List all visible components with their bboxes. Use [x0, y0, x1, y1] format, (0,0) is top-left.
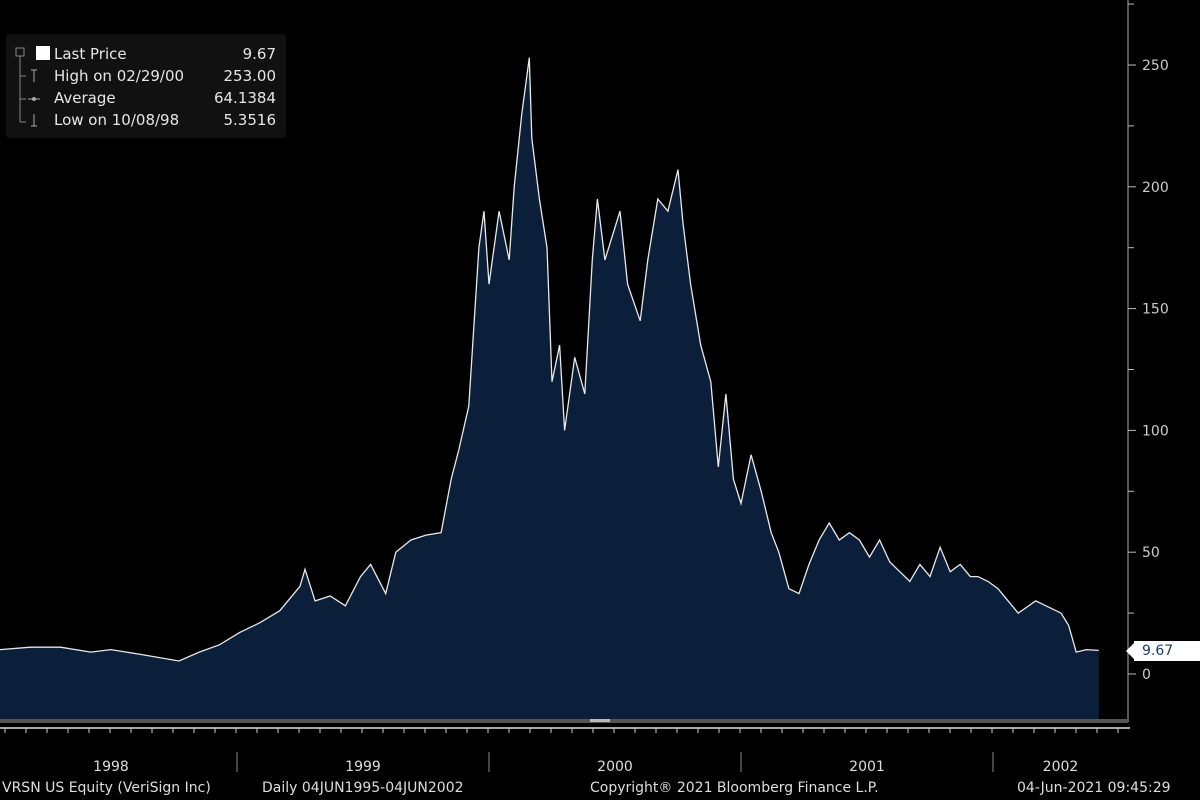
- footer-range: Daily 04JUN1995-04JUN2002: [262, 780, 464, 796]
- legend-high-label: High on 02/29/00: [54, 67, 185, 85]
- plot-area: [0, 57, 1099, 720]
- footer-copyright: Copyright® 2021 Bloomberg Finance L.P.: [590, 780, 879, 796]
- y-tick-label: 150: [1142, 302, 1169, 318]
- x-tick-label: 2000: [597, 759, 633, 775]
- legend-high-value: 253.00: [223, 67, 277, 85]
- footer-timestamp: 04-Jun-2021 09:45:29: [1017, 780, 1171, 796]
- y-tick-label: 0: [1142, 667, 1151, 683]
- x-scrollbar-thumb: [590, 719, 610, 722]
- x-tick-label: 2002: [1043, 759, 1079, 775]
- x-tick-label: 1998: [93, 759, 129, 775]
- y-tick-label: 50: [1142, 545, 1160, 561]
- legend-low-value: 5.3516: [223, 111, 277, 129]
- footer-security: VRSN US Equity (VeriSign Inc): [2, 780, 211, 796]
- price-area: [0, 57, 1099, 720]
- x-scrollbar: [0, 719, 1128, 723]
- y-axis: 0 50 100 150 200 250: [1127, 0, 1169, 722]
- x-tick-label: 2001: [849, 759, 885, 775]
- legend-low-label: Low on 10/08/98: [54, 111, 180, 129]
- y-tick-label: 100: [1142, 423, 1169, 439]
- legend-last-price-value: 9.67: [242, 45, 276, 63]
- legend-average-label: Average: [54, 89, 116, 107]
- last-price-tag: 9.67: [1126, 641, 1200, 661]
- legend-last-price-label: Last Price: [54, 45, 127, 63]
- y-tick-label: 200: [1142, 180, 1169, 196]
- price-line: [0, 57, 1099, 662]
- legend-average-value: 64.1384: [213, 89, 276, 107]
- legend-tree-icon: [15, 47, 40, 127]
- last-price-swatch: [36, 46, 50, 60]
- x-tick-label: 1999: [345, 759, 381, 775]
- x-axis: 1998 1999 2000 2001 2002: [0, 719, 1130, 775]
- legend: Last Price 9.67 High on 02/29/00 253.00 …: [6, 34, 286, 138]
- y-tick-label: 250: [1142, 58, 1169, 74]
